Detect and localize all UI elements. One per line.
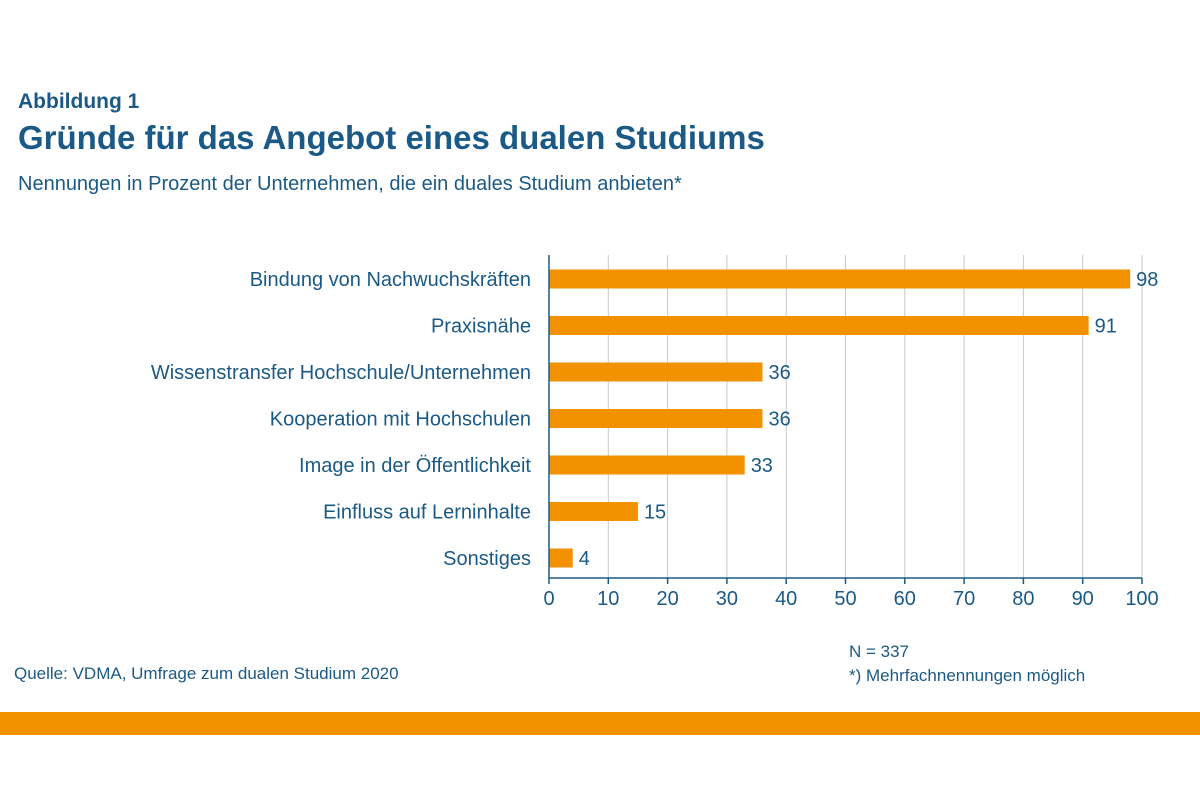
x-tick-label: 90 — [1072, 588, 1094, 610]
data-label: 98 — [1136, 269, 1158, 291]
chart-title: Gründe für das Angebot eines dualen Stud… — [18, 119, 765, 156]
x-tick-label: 30 — [716, 588, 738, 610]
category-label: Wissenstransfer Hochschule/Unternehmen — [151, 362, 531, 384]
data-label: 33 — [751, 455, 773, 477]
bar — [549, 316, 1089, 335]
bar — [549, 409, 763, 428]
x-tick-label: 50 — [834, 588, 856, 610]
bar — [549, 455, 745, 475]
category-label: Bindung von Nachwuchskräften — [250, 269, 531, 291]
category-label: Image in der Öffentlichkeit — [299, 455, 531, 477]
category-label: Einfluss auf Lerninhalte — [323, 502, 531, 524]
category-label: Kooperation mit Hochschulen — [270, 409, 531, 431]
bar — [549, 269, 1131, 289]
data-label: 36 — [768, 362, 790, 384]
data-label: 15 — [644, 502, 666, 524]
x-tick-label: 70 — [953, 588, 975, 610]
sample-size: N = 337 — [849, 642, 910, 661]
data-label: 36 — [768, 409, 790, 431]
source-note: Quelle: VDMA, Umfrage zum dualen Studium… — [14, 664, 399, 683]
bar-chart: Bindung von Nachwuchskräften 98 Praxisnähe… — [151, 255, 1159, 610]
bar — [549, 362, 763, 382]
chart-subtitle: Nennungen in Prozent der Unternehmen, di… — [18, 173, 682, 195]
figure-label: Abbildung 1 — [18, 90, 140, 113]
footer-band — [0, 712, 1200, 735]
x-tick-label: 100 — [1125, 588, 1158, 610]
bar — [549, 502, 638, 521]
data-label: 4 — [579, 548, 590, 570]
category-label: Sonstiges — [443, 548, 531, 570]
multiple-answers-note: *) Mehrfachnennungen möglich — [849, 666, 1086, 685]
x-tick-label: 80 — [1012, 588, 1034, 610]
x-tick-label: 60 — [894, 588, 916, 610]
category-label: Praxisnähe — [431, 316, 531, 338]
x-tick-label: 10 — [597, 588, 619, 610]
x-tick-label: 0 — [543, 588, 554, 610]
x-tick-label: 20 — [656, 588, 678, 610]
x-tick-label: 40 — [775, 588, 797, 610]
data-label: 91 — [1095, 316, 1117, 338]
bar — [549, 548, 573, 568]
